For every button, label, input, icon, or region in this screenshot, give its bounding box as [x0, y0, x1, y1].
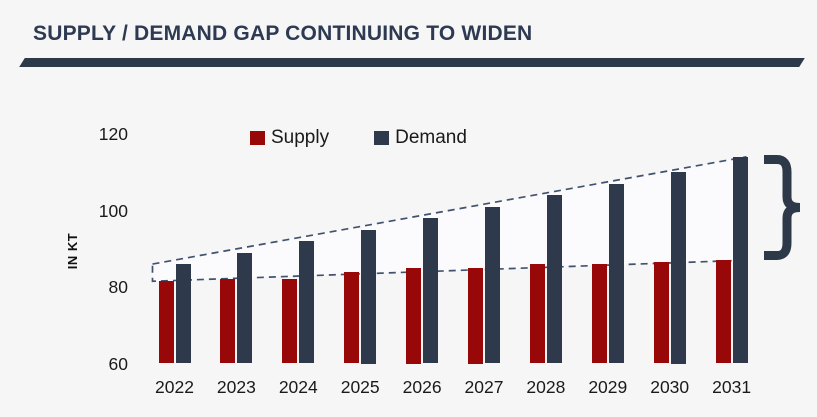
x-label-2025: 2025	[340, 377, 380, 397]
y-tick-100: 100	[98, 200, 128, 221]
bar-supply-2027	[468, 267, 483, 364]
legend-label-demand: Demand	[395, 127, 467, 148]
supply-swatch-icon	[250, 131, 265, 145]
legend-label-supply: Supply	[271, 127, 330, 148]
bar-supply-2031	[715, 260, 731, 364]
x-label-2024: 2024	[278, 377, 318, 397]
bar-demand-2026	[423, 218, 439, 364]
x-label-2028: 2028	[526, 377, 566, 397]
legend-item-demand: Demand	[374, 127, 467, 149]
bar-supply-2025	[344, 271, 360, 364]
bar-demand-2028	[546, 195, 562, 364]
y-axis-title: IN KT	[65, 232, 80, 270]
bar-supply-2024	[282, 279, 298, 364]
bar-supply-2028	[529, 264, 545, 364]
x-label-2031: 2031	[712, 377, 752, 397]
bar-supply-2026	[406, 267, 422, 364]
bar-demand-2023	[237, 252, 253, 364]
x-label-2026: 2026	[402, 377, 442, 397]
chart-legend: Supply Demand	[250, 127, 467, 149]
bar-demand-2027	[485, 206, 500, 364]
bar-demand-2029	[608, 183, 624, 364]
bar-supply-2029	[591, 264, 607, 364]
bar-demand-2022	[175, 264, 191, 364]
bar-supply-2022	[158, 281, 174, 364]
x-label-2030: 2030	[650, 377, 690, 397]
bar-demand-2025	[361, 229, 377, 364]
demand-swatch-icon	[374, 131, 390, 145]
brace-icon	[764, 155, 801, 260]
y-tick-60: 60	[108, 353, 128, 374]
bar-demand-2030	[670, 172, 686, 364]
bar-demand-2024	[299, 241, 315, 364]
bar-supply-2023	[220, 279, 236, 364]
x-label-2023: 2023	[216, 377, 256, 397]
bar-supply-2030	[653, 262, 669, 364]
x-label-2027: 2027	[464, 377, 504, 397]
y-tick-80: 80	[108, 277, 128, 297]
legend-item-supply: Supply	[250, 127, 329, 149]
x-label-2022: 2022	[155, 377, 194, 397]
y-tick-120: 120	[98, 124, 128, 144]
bar-demand-2031	[732, 156, 748, 364]
page-title: SUPPLY / DEMAND GAP CONTINUING TO WIDEN	[33, 22, 533, 45]
x-label-2029: 2029	[588, 377, 628, 397]
